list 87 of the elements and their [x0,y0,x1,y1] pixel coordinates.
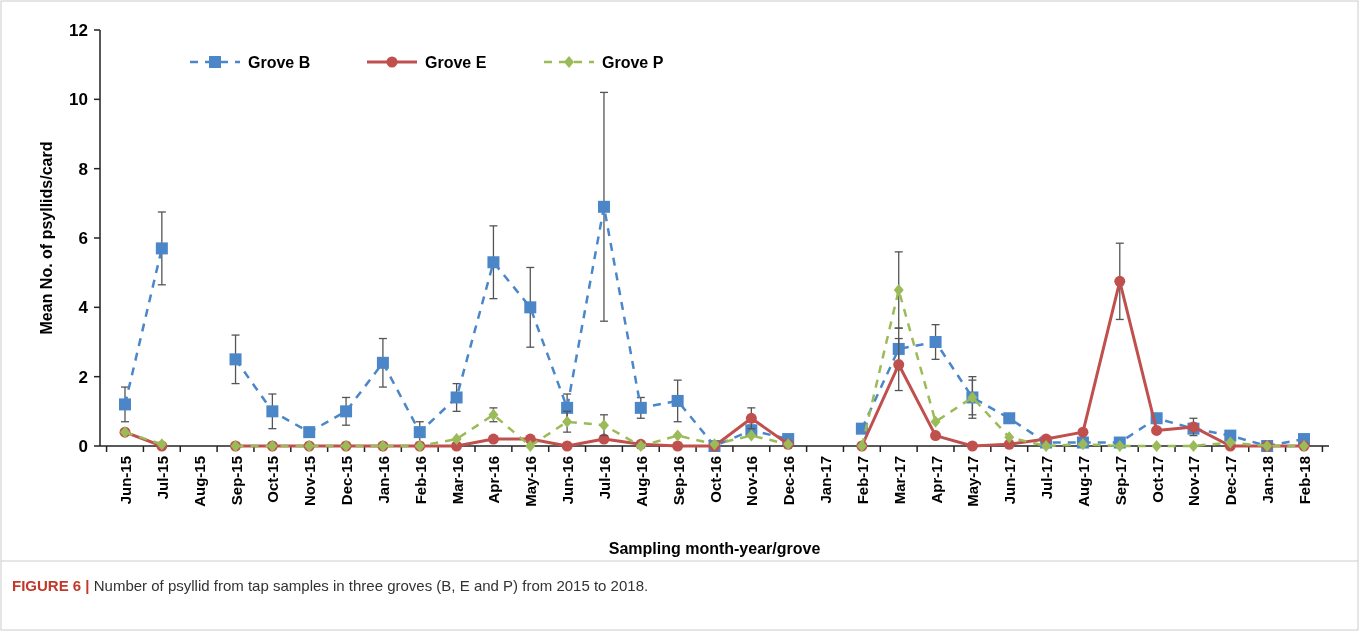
point [1225,436,1236,449]
point [672,429,683,442]
point [561,401,574,414]
point [340,405,353,418]
y-tick-label: 4 [78,298,89,318]
x-tick-label: Feb-17 [853,456,871,505]
x-tick-label: Aug-17 [1074,456,1092,507]
point [893,359,905,371]
x-tick-label: Nov-16 [743,456,761,507]
point [119,398,131,411]
point [1188,440,1199,452]
point [672,440,684,452]
caption: FIGURE 6 | Number of psyllid from tap samples in three groves (B, E and P) from 2015 to 2018. [12,577,649,594]
point [634,401,647,414]
point [487,256,500,269]
point [525,440,536,452]
x-tick-label: Aug-16 [632,456,650,507]
point [746,429,757,442]
point [562,415,573,428]
point [597,200,610,213]
point [745,412,757,424]
point [413,426,426,439]
x-tick-label: Oct-15 [264,456,282,503]
y-tick-label: 0 [78,436,88,456]
point [376,356,389,369]
point [671,394,684,407]
point [561,440,573,452]
point [524,301,537,314]
point [1003,412,1016,425]
x-tick-label: Jan-16 [374,456,392,504]
y-axis-title: Mean No. of psyllids/card [38,141,55,335]
point [451,433,462,446]
point [929,336,942,348]
x-tick-label: Dec-16 [780,456,798,506]
y-tick-label: 2 [78,367,88,387]
point [1114,440,1125,452]
x-tick-label: Sep-15 [227,456,245,506]
point [930,430,942,442]
x-tick-label: Jun-16 [559,456,577,505]
legend-label: Grove P [602,53,664,71]
point [1004,431,1015,444]
x-tick-label: Mar-17 [890,456,908,505]
x-tick-label: Dec-17 [1222,456,1240,506]
point [892,342,905,355]
x-tick-label: Nov-15 [301,456,319,507]
x-tick-label: Aug-15 [190,456,208,507]
point [266,405,279,418]
point [966,440,978,452]
point [1151,440,1162,452]
point [155,242,168,255]
x-tick-label: May-16 [522,456,540,507]
point [229,353,242,366]
x-tick-label: Jun-15 [117,456,134,505]
x-tick-label: Dec-15 [338,456,356,506]
y-tick-label: 12 [69,20,88,40]
x-tick-label: Jan-17 [817,456,835,504]
legend-label: Grove E [425,53,487,71]
y-tick-label: 6 [78,228,88,248]
x-tick-label: Mar-16 [448,456,466,505]
x-tick-label: Oct-17 [1148,456,1166,503]
point [487,433,499,445]
x-tick-label: Feb-16 [411,456,429,505]
legend-label: Grove B [248,53,311,71]
x-axis-title: Sampling month-year/grove [608,540,821,557]
x-tick-label: Apr-16 [485,456,503,504]
x-tick-label: Jul-17 [1038,456,1056,500]
x-tick-label: May-17 [964,456,982,507]
x-tick-label: Jun-17 [1001,456,1019,505]
x-tick-label: Jan-18 [1259,456,1277,504]
x-tick-label: Sep-17 [1111,456,1129,506]
y-tick-label: 10 [69,90,88,110]
point [1114,275,1126,287]
x-tick-label: Apr-17 [927,456,945,504]
x-tick-label: Jul-15 [153,456,171,500]
point [598,419,609,432]
point [450,391,463,404]
x-tick-label: Feb-18 [1296,456,1313,505]
x-tick-label: Nov-17 [1185,456,1203,507]
x-tick-label: Sep-16 [669,456,687,506]
x-tick-label: Oct-16 [706,456,724,503]
point [893,284,904,296]
point [1077,426,1089,438]
point [930,415,941,428]
point [1151,424,1163,436]
y-tick-label: 8 [78,159,88,179]
x-tick-label: Jul-16 [595,456,613,500]
point [303,426,316,439]
